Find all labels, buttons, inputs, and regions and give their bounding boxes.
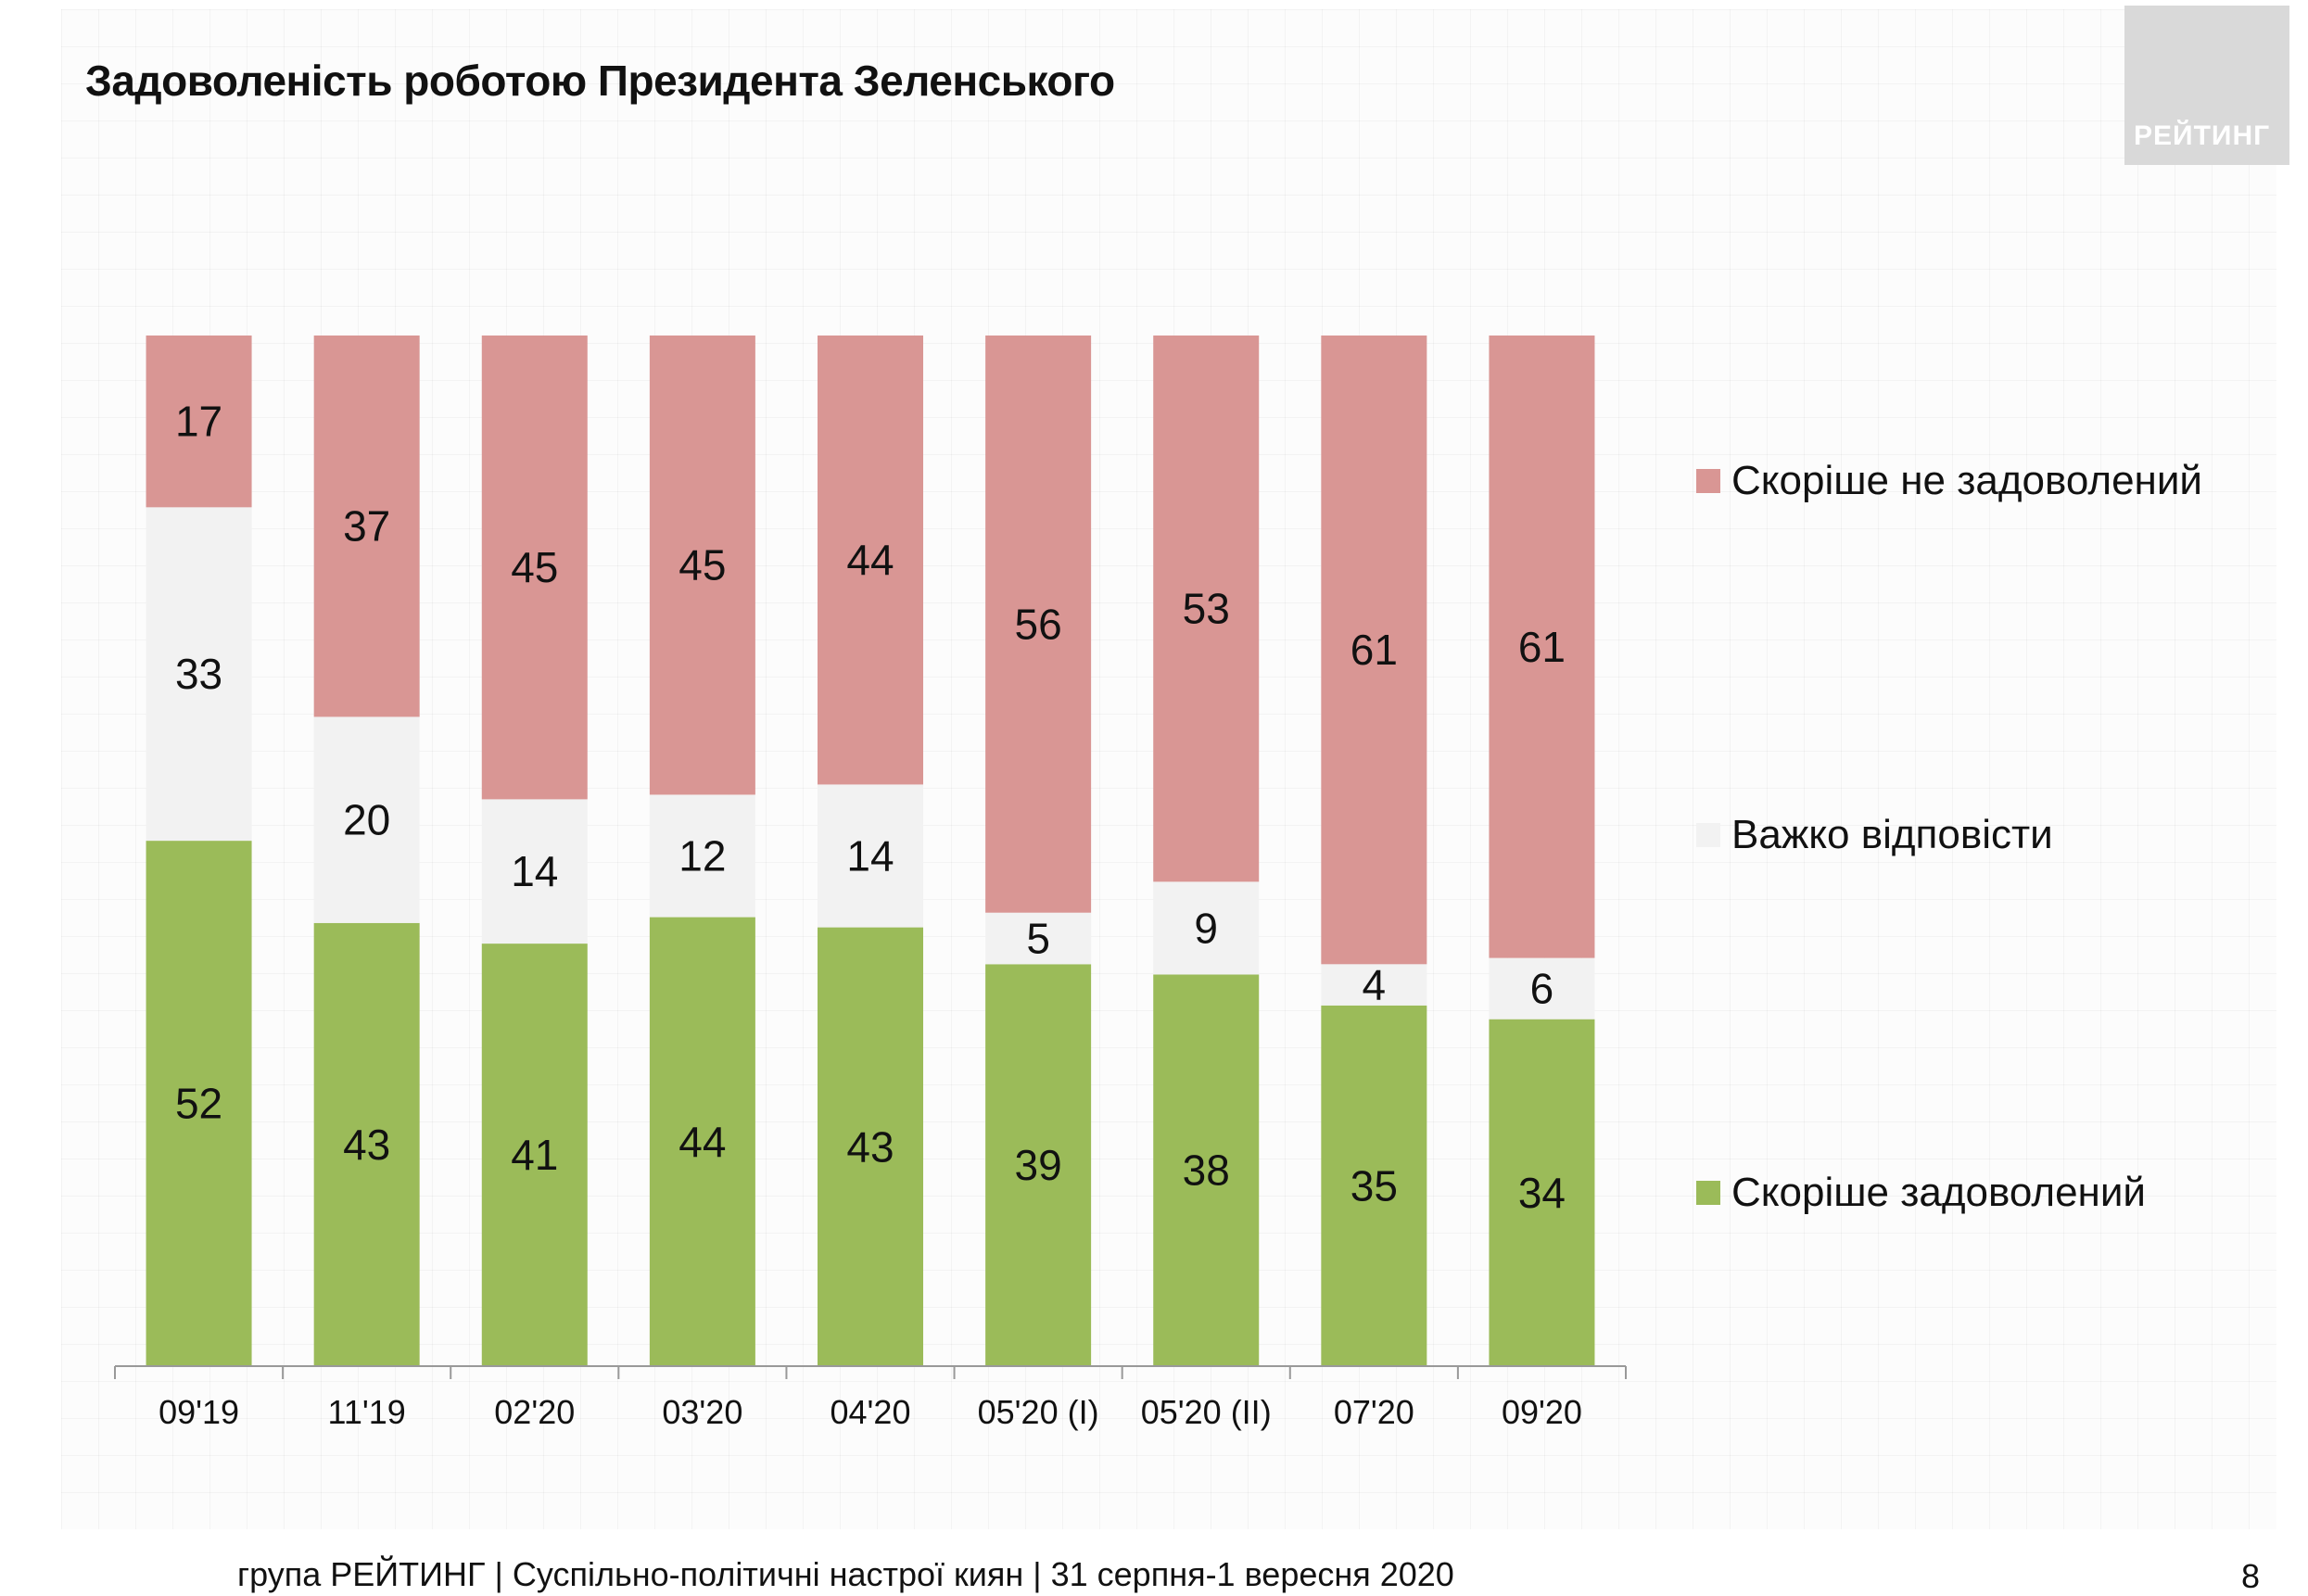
bar-segment	[146, 507, 252, 842]
rating-logo: РЕЙТИНГ	[2124, 6, 2289, 165]
data-label: 44	[846, 536, 894, 584]
legend-swatch	[1696, 823, 1720, 847]
page-number: 8	[2241, 1557, 2261, 1595]
data-label: 6	[1530, 965, 1554, 1013]
legend-item: Важко відповісти	[1696, 812, 2053, 858]
bar-segment	[1489, 336, 1595, 958]
x-tick-label: 05'20 (II)	[1141, 1393, 1272, 1431]
footer-text: група РЕЙТИНГ | Суспільно-політичні наст…	[237, 1555, 1454, 1593]
legend-label: Скоріше задоволений	[1731, 1170, 2147, 1215]
bar-segment	[481, 799, 588, 944]
bar-segment	[1321, 1005, 1427, 1366]
bar-segment	[1153, 974, 1260, 1366]
x-tick-label: 05'20 (I)	[978, 1393, 1099, 1431]
bar-segment	[313, 336, 420, 717]
bar-segment	[818, 784, 923, 928]
bar-segment	[313, 922, 420, 1366]
data-label: 52	[175, 1080, 222, 1128]
bar-segment	[1153, 881, 1260, 975]
legend-item: Скоріше задоволений	[1696, 1170, 2146, 1216]
data-label: 41	[511, 1131, 558, 1179]
data-label: 34	[1518, 1169, 1566, 1217]
data-label: 45	[511, 543, 558, 591]
data-label: 33	[175, 650, 222, 698]
bar-segment	[1153, 336, 1260, 882]
bar-segment	[1321, 336, 1427, 965]
x-tick-label: 09'19	[159, 1393, 239, 1431]
data-label: 44	[678, 1118, 726, 1166]
data-label: 35	[1351, 1161, 1398, 1210]
data-label: 37	[343, 502, 390, 551]
x-tick-label: 03'20	[662, 1393, 742, 1431]
logo-text: РЕЙТИНГ	[2134, 120, 2271, 151]
x-tick-label: 04'20	[831, 1393, 911, 1431]
x-tick-label: 09'20	[1502, 1393, 1582, 1431]
data-label: 45	[678, 541, 726, 589]
bar-segment	[481, 336, 588, 800]
data-label: 14	[846, 832, 894, 880]
data-label: 61	[1351, 626, 1398, 674]
bar-segment	[985, 912, 1092, 965]
chart-title: Задоволеність роботою Президента Зеленсь…	[85, 57, 1115, 105]
bar-segment	[985, 336, 1092, 913]
data-label: 4	[1363, 961, 1387, 1009]
data-label: 43	[343, 1121, 390, 1169]
x-tick-label: 02'20	[494, 1393, 575, 1431]
legend-swatch	[1696, 469, 1720, 493]
data-label: 56	[1015, 600, 1062, 648]
x-tick-label: 07'20	[1334, 1393, 1414, 1431]
bar-segment	[1489, 957, 1595, 1020]
bar-segment	[1321, 964, 1427, 1006]
data-label: 12	[678, 832, 726, 880]
bar-segment	[649, 917, 755, 1366]
x-tick-label: 11'19	[328, 1393, 406, 1431]
data-label: 20	[343, 796, 390, 844]
bar-segment	[481, 944, 588, 1366]
bar-segment	[146, 841, 252, 1366]
data-label: 53	[1183, 585, 1230, 633]
bar-segment	[146, 336, 252, 508]
bar-segment	[818, 336, 923, 785]
data-label: 39	[1015, 1141, 1062, 1189]
legend-item: Скоріше не задоволений	[1696, 458, 2202, 504]
legend-label: Скоріше не задоволений	[1731, 458, 2202, 503]
data-label: 61	[1518, 623, 1566, 671]
bar-segment	[985, 964, 1092, 1366]
legend-swatch	[1696, 1181, 1720, 1205]
data-label: 14	[511, 847, 558, 895]
data-label: 38	[1183, 1146, 1230, 1195]
bar-segment	[649, 336, 755, 795]
data-label: 9	[1194, 904, 1218, 952]
bar-segment	[818, 927, 923, 1366]
bar-segment	[313, 716, 420, 923]
data-label: 17	[175, 398, 222, 446]
data-label: 43	[846, 1122, 894, 1171]
data-label: 5	[1026, 915, 1050, 963]
bar-segment	[649, 794, 755, 918]
legend-label: Важко відповісти	[1731, 812, 2053, 857]
bar-segment	[1489, 1019, 1595, 1366]
